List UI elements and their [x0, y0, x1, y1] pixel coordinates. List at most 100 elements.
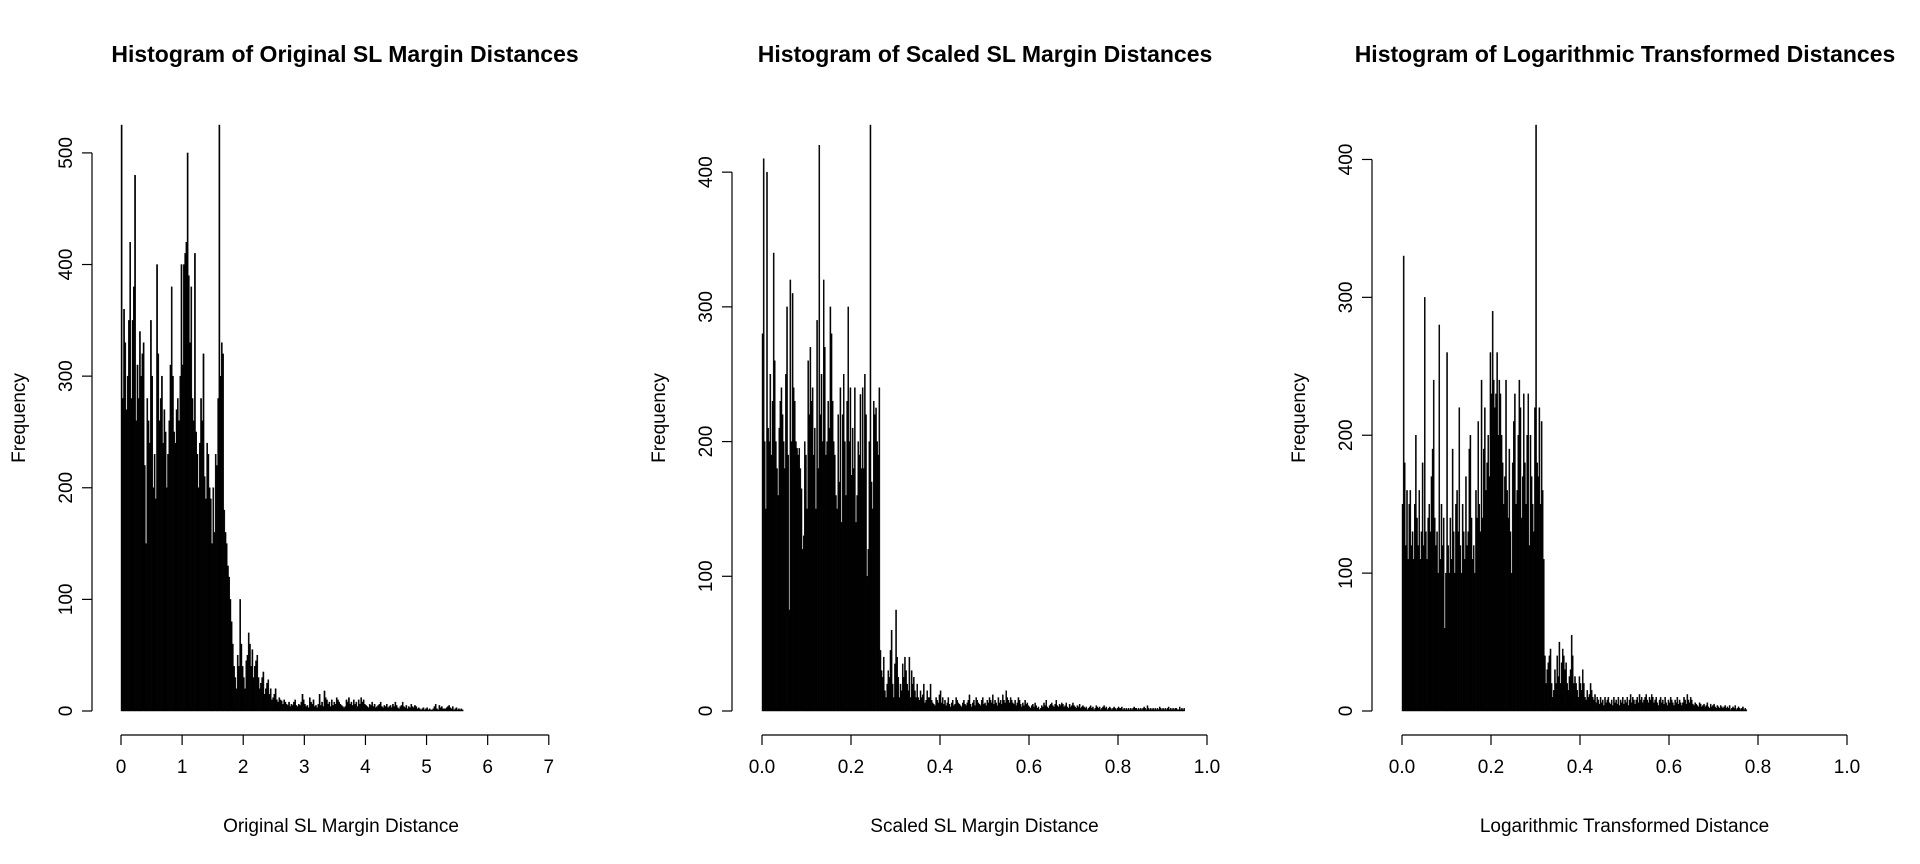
histogram-bar: [455, 707, 458, 712]
histogram-bar: [434, 704, 437, 712]
histogram-bar: [762, 158, 765, 712]
y-tick-label: 500: [56, 137, 77, 169]
histogram-bar: [1558, 641, 1561, 712]
x-axis-label: Original SL Margin Distance: [223, 816, 459, 837]
histogram-bar: [312, 699, 315, 712]
chart-title: Histogram of Scaled SL Margin Distances: [758, 41, 1213, 67]
y-axis-label: Frequency: [649, 373, 670, 463]
y-axis: 0 100 200 300 400: [1336, 144, 1373, 716]
histogram-bar: [968, 694, 971, 712]
x-axis: 0.0 0.2 0.4 0.6 0.8 1.0: [749, 734, 1220, 778]
histogram-bar: [1098, 706, 1101, 712]
histogram-bar: [865, 414, 867, 712]
histogram-bar: [787, 454, 789, 712]
x-tick-label: 4: [360, 757, 371, 778]
histogram-bar: [1446, 352, 1448, 712]
histogram-bar: [318, 694, 321, 712]
x-tick-label: 0: [116, 757, 127, 778]
panel-1: Histogram of Original SL Margin Distance…: [9, 41, 579, 837]
bars: [761, 124, 1185, 712]
y-tick-label: 300: [696, 291, 717, 323]
histogram-bar: [1742, 706, 1744, 712]
x-tick-label: 0.8: [1105, 757, 1131, 778]
chart-title: Histogram of Logarithmic Transformed Dis…: [1355, 41, 1896, 67]
histogram-bar: [405, 705, 408, 712]
histogram-bar: [1626, 697, 1629, 712]
x-axis: 0 1 2 3 4 5 6 7: [116, 734, 554, 778]
histogram-bar: [262, 671, 265, 712]
histogram-bar: [422, 707, 425, 712]
x-tick-label: 0.2: [1478, 757, 1504, 778]
histogram-bar: [1442, 517, 1445, 712]
x-tick-label: 0.2: [838, 757, 864, 778]
histogram-bar: [1037, 706, 1040, 712]
histogram-bar: [1178, 706, 1181, 712]
histogram-bar: [908, 656, 911, 712]
y-tick-label: 0: [696, 706, 717, 717]
x-tick-label: 0.6: [1016, 757, 1042, 778]
x-tick-label: 2: [238, 757, 249, 778]
histogram-bar: [1549, 648, 1552, 712]
x-tick-label: 0.6: [1656, 757, 1682, 778]
y-tick-label: 200: [696, 426, 717, 458]
histogram-bar: [1745, 709, 1748, 712]
histogram-bar: [929, 683, 932, 712]
histogram-bar: [1424, 297, 1426, 712]
x-tick-label: 7: [543, 757, 554, 778]
histogram-bar: [1438, 324, 1441, 712]
histogram-bar: [452, 706, 454, 712]
histogram-bar: [878, 387, 881, 712]
y-tick-label: 0: [56, 706, 77, 717]
x-tick-label: 0.0: [749, 757, 775, 778]
y-tick-label: 200: [1336, 419, 1357, 451]
histogram-bar: [1734, 705, 1736, 712]
histogram-bar: [1728, 705, 1731, 712]
histogram-bar: [1092, 706, 1094, 712]
y-axis-label: Frequency: [1289, 373, 1310, 463]
histogram-bar: [1085, 706, 1088, 712]
y-tick-label: 400: [56, 249, 77, 281]
x-axis-label: Scaled SL Margin Distance: [870, 816, 1098, 837]
y-tick-label: 100: [696, 560, 717, 592]
histogram-bar: [890, 629, 893, 712]
x-tick-label: 1.0: [1194, 757, 1220, 778]
histogram-bar: [1045, 700, 1047, 712]
histogram-bar: [1543, 559, 1545, 712]
histogram-bar: [1121, 706, 1123, 712]
y-tick-label: 300: [1336, 282, 1357, 314]
histogram-bar: [426, 707, 428, 712]
histogram-bar: [923, 683, 925, 712]
y-tick-label: 400: [696, 156, 717, 188]
x-tick-label: 0.4: [1567, 757, 1594, 778]
x-tick-label: 0.4: [927, 757, 954, 778]
histogram-bar: [1535, 124, 1537, 712]
histogram-bar: [939, 690, 942, 712]
x-tick-label: 1.0: [1834, 757, 1860, 778]
y-tick-label: 200: [56, 472, 77, 504]
histogram-bar: [897, 677, 900, 712]
histogram-bar: [992, 694, 994, 712]
y-tick-label: 100: [56, 584, 77, 616]
x-axis-label: Logarithmic Transformed Distance: [1480, 816, 1769, 837]
x-tick-label: 0.0: [1389, 757, 1415, 778]
histogram-bar: [869, 124, 872, 712]
x-tick-label: 1: [177, 757, 188, 778]
y-axis: 0 100 200 300 400 500: [56, 137, 93, 717]
histogram-bar: [883, 656, 885, 712]
x-axis: 0.0 0.2 0.4 0.6 0.8 1.0: [1389, 734, 1860, 778]
histogram-bar: [461, 709, 464, 712]
y-tick-label: 300: [56, 360, 77, 392]
x-tick-label: 5: [421, 757, 432, 778]
histogram-bar: [1105, 706, 1108, 712]
y-tick-label: 100: [1336, 557, 1357, 589]
bars: [120, 124, 464, 712]
chart-title: Histogram of Original SL Margin Distance…: [111, 41, 578, 67]
bars: [1401, 124, 1748, 712]
histogram-bar: [1183, 708, 1185, 712]
histogram-bar: [1078, 704, 1081, 712]
histogram-bar: [1617, 697, 1620, 712]
panel-3: Histogram of Logarithmic Transformed Dis…: [1289, 41, 1895, 837]
y-tick-label: 400: [1336, 144, 1357, 176]
